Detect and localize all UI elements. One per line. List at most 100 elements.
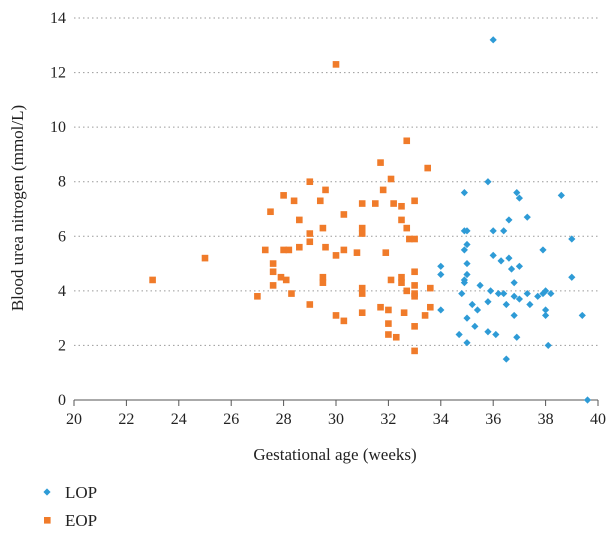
point-eop	[322, 186, 329, 194]
point-eop	[296, 243, 303, 251]
point-lop	[489, 36, 497, 44]
point-eop	[398, 279, 405, 286]
point-lop	[473, 306, 482, 314]
point-eop	[319, 279, 327, 286]
point-eop	[285, 246, 293, 254]
point-lop	[463, 270, 471, 279]
point-lop	[578, 311, 586, 320]
x-axis-title: Gestational age (weeks)	[253, 445, 416, 464]
point-eop	[149, 276, 156, 284]
point-eop	[377, 303, 384, 311]
point-lop	[463, 314, 471, 322]
point-lop	[471, 322, 479, 330]
y-tick-label: 4	[58, 283, 66, 300]
point-eop	[392, 333, 400, 341]
point-lop	[458, 289, 466, 298]
x-tick-label: 22	[118, 411, 134, 428]
y-tick-label: 10	[50, 119, 66, 136]
point-eop	[340, 211, 348, 218]
point-eop	[424, 164, 431, 172]
point-eop	[406, 235, 413, 243]
point-lop	[515, 262, 523, 270]
point-lop	[502, 355, 510, 363]
x-tick-label: 38	[538, 411, 554, 428]
point-lop	[539, 289, 547, 298]
point-eop	[427, 284, 434, 292]
point-lop	[460, 246, 468, 254]
point-lop	[583, 396, 592, 404]
point-lop	[497, 257, 505, 265]
point-eop	[269, 268, 277, 276]
point-lop	[523, 289, 531, 298]
point-eop	[400, 309, 408, 316]
point-eop	[385, 320, 392, 327]
point-eop	[358, 230, 366, 237]
point-lop	[437, 306, 445, 314]
point-lop	[502, 300, 510, 309]
point-eop	[411, 347, 418, 355]
point-eop	[261, 246, 269, 254]
legend-label-lop: LOP	[65, 483, 97, 502]
point-lop	[526, 300, 534, 309]
point-eop	[385, 331, 392, 338]
point-lop	[494, 289, 503, 298]
legend: LOP EOP	[43, 483, 97, 530]
point-lop	[468, 300, 476, 309]
point-eop	[353, 249, 361, 256]
point-eop	[280, 192, 287, 199]
point-lop	[463, 339, 471, 347]
point-lop	[507, 265, 516, 273]
point-eop	[332, 252, 340, 259]
x-tick-label: 34	[433, 411, 449, 428]
point-eop	[411, 268, 418, 276]
point-lop	[568, 235, 576, 243]
point-eop	[201, 254, 209, 262]
point-lop	[505, 254, 513, 262]
y-axis-title: Blood urea nitrogen (mmol/L)	[8, 105, 27, 311]
point-eop	[398, 273, 405, 281]
x-tick-label: 30	[328, 411, 344, 428]
point-eop	[267, 208, 274, 216]
point-eop	[332, 61, 340, 68]
point-eop	[282, 276, 290, 284]
point-lop	[486, 287, 495, 295]
point-lop	[542, 311, 550, 320]
point-lop	[489, 227, 497, 235]
point-lop	[460, 279, 468, 287]
point-lop	[523, 213, 531, 221]
point-lop	[547, 289, 555, 298]
point-lop	[515, 295, 523, 303]
point-lop	[505, 216, 513, 224]
legend-label-eop: EOP	[65, 511, 97, 530]
x-tick-label: 26	[223, 411, 239, 428]
point-lop	[484, 178, 492, 186]
legend-marker-lop	[43, 488, 51, 496]
point-eop	[316, 197, 324, 205]
point-eop	[269, 282, 277, 289]
y-tick-label: 12	[50, 65, 66, 82]
point-lop	[534, 292, 542, 300]
point-eop	[403, 224, 411, 232]
y-tick-label: 2	[58, 337, 66, 354]
point-eop	[288, 290, 295, 297]
point-eop	[254, 293, 261, 300]
point-eop	[322, 243, 329, 251]
point-lop	[463, 240, 471, 249]
point-eop	[398, 202, 405, 210]
point-lop	[539, 246, 547, 254]
point-eop	[319, 224, 327, 232]
point-lop	[513, 333, 521, 341]
data-points	[149, 36, 592, 404]
point-lop	[463, 259, 471, 268]
point-eop	[403, 287, 411, 295]
point-eop	[411, 282, 418, 289]
point-eop	[290, 197, 298, 205]
point-lop	[510, 292, 518, 300]
point-lop	[460, 189, 468, 197]
y-tick-label: 8	[58, 174, 66, 191]
point-eop	[277, 273, 285, 281]
point-eop	[411, 197, 418, 205]
point-eop	[379, 186, 387, 194]
